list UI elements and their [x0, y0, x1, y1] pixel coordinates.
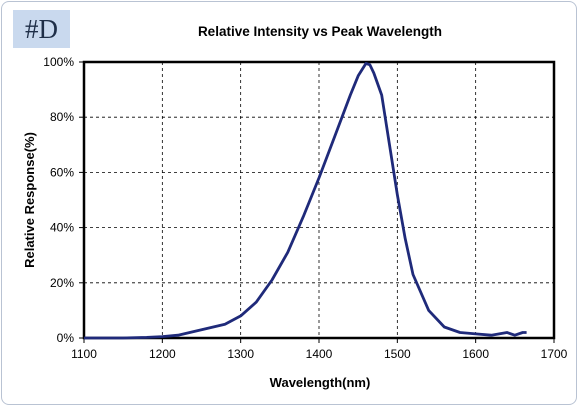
x-tick-label: 1100: [71, 347, 97, 361]
axis-ticks: 1100 1200 1300 1400 1500 1600 1700 0% 20% 40% 60% 8…: [43, 55, 567, 361]
series-line: [84, 62, 527, 340]
chart-title: Relative Intensity vs Peak Wavelength: [198, 24, 442, 39]
x-axis-label: Wavelength(nm): [270, 375, 371, 390]
y-axis-label: Relative Response(%): [22, 132, 37, 268]
panel-label-badge: #D: [13, 10, 70, 48]
y-tick-label: 60%: [50, 165, 74, 179]
x-tick-label: 1300: [227, 347, 254, 361]
y-tick-label: 80%: [50, 110, 74, 124]
x-tick-label: 1400: [306, 347, 333, 361]
x-tick-label: 1200: [149, 347, 176, 361]
y-tick-label: 20%: [50, 276, 74, 290]
grid: [84, 62, 554, 338]
x-tick-label: 1700: [541, 347, 568, 361]
y-tick-label: 0%: [57, 331, 75, 345]
x-tick-label: 1600: [462, 347, 489, 361]
y-tick-label: 40%: [50, 221, 74, 235]
x-tick-label: 1500: [384, 347, 411, 361]
y-tick-label: 100%: [43, 55, 74, 69]
